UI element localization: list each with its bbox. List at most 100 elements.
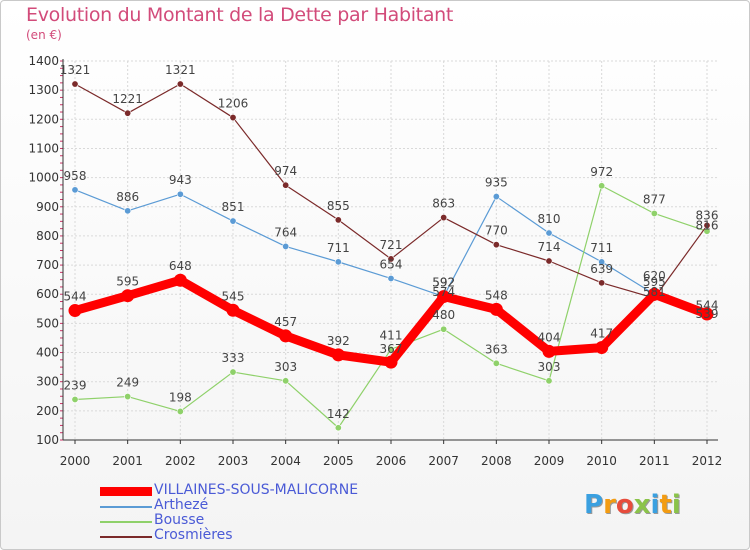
series-point xyxy=(492,241,500,249)
data-label: 851 xyxy=(222,200,245,214)
y-tick-label: 500 xyxy=(36,316,59,330)
data-label: 855 xyxy=(327,199,350,213)
data-label: 1221 xyxy=(112,92,143,106)
data-label: 1321 xyxy=(60,63,91,77)
x-tick-label: 2007 xyxy=(428,454,459,468)
x-tick-label: 2010 xyxy=(586,454,617,468)
data-label: 958 xyxy=(64,169,87,183)
y-tick-label: 700 xyxy=(36,258,59,272)
data-label: 1321 xyxy=(165,63,196,77)
y-tick-label: 200 xyxy=(36,404,59,418)
data-label-overlap: 816 xyxy=(696,218,719,232)
series-point xyxy=(545,257,553,265)
data-label: 303 xyxy=(538,360,561,374)
data-label: 770 xyxy=(485,224,508,238)
series-point xyxy=(331,348,345,362)
data-label: 239 xyxy=(64,378,87,392)
series-point xyxy=(71,186,79,194)
data-label: 714 xyxy=(538,240,561,254)
legend-swatch xyxy=(100,521,152,523)
series-point xyxy=(334,216,342,224)
y-tick-label: 300 xyxy=(36,375,59,389)
data-label: 548 xyxy=(485,288,508,302)
data-label: 711 xyxy=(327,241,350,255)
series-point xyxy=(334,258,342,266)
x-tick-label: 2000 xyxy=(60,454,91,468)
legend-swatch xyxy=(100,487,152,496)
data-label-overlap: 539 xyxy=(696,307,719,321)
data-label: 333 xyxy=(222,351,245,365)
data-label: 480 xyxy=(432,308,455,322)
series-point xyxy=(229,368,237,376)
data-label: 886 xyxy=(116,190,139,204)
data-label: 721 xyxy=(380,238,403,252)
series-point xyxy=(595,341,609,355)
series-point xyxy=(492,359,500,367)
series-point xyxy=(700,307,714,321)
data-label: 648 xyxy=(169,259,192,273)
x-tick-label: 2005 xyxy=(323,454,354,468)
y-tick-label: 1300 xyxy=(28,83,59,97)
series-point xyxy=(387,274,395,282)
series-point xyxy=(598,258,606,266)
legend-swatch xyxy=(100,506,152,508)
series-point xyxy=(647,287,661,301)
series-point xyxy=(121,289,135,303)
data-label: 943 xyxy=(169,173,192,187)
data-label: 457 xyxy=(274,315,297,329)
x-tick-label: 2009 xyxy=(534,454,565,468)
series-point xyxy=(440,214,448,222)
series-point xyxy=(598,182,606,190)
proxiti-logo: Proxiti xyxy=(584,490,681,520)
x-tick-label: 2002 xyxy=(165,454,196,468)
data-label: 142 xyxy=(327,407,350,421)
data-label: 417 xyxy=(590,327,613,341)
data-label-overlap: 620 xyxy=(643,269,666,283)
x-tick-label: 2012 xyxy=(692,454,723,468)
legend-label: Bousse xyxy=(154,512,205,528)
data-label-overlap: 544 xyxy=(696,298,719,312)
data-label: 972 xyxy=(590,165,613,179)
series-point xyxy=(545,377,553,385)
series-point xyxy=(492,193,500,201)
y-tick-label: 900 xyxy=(36,200,59,214)
series-point xyxy=(71,395,79,403)
data-label: 249 xyxy=(116,376,139,390)
data-label-overlap: 367 xyxy=(380,342,403,356)
legend-label: Crosmières xyxy=(154,527,233,543)
y-tick-label: 1000 xyxy=(28,171,59,185)
x-tick-label: 2004 xyxy=(270,454,301,468)
y-tick-label: 1200 xyxy=(28,112,59,126)
chart-subtitle: (en €) xyxy=(26,28,62,42)
line-chart: 100 200 300 400 500 600 700 800 900 1000 1100 1200 1… xyxy=(28,54,723,468)
data-label: 404 xyxy=(538,330,561,344)
data-label: 544 xyxy=(64,290,87,304)
y-tick-label: 600 xyxy=(36,287,59,301)
series-point xyxy=(437,290,451,304)
series-point xyxy=(71,80,79,88)
data-label: 363 xyxy=(485,342,508,356)
series-point xyxy=(334,424,342,432)
series-point xyxy=(545,229,553,237)
data-label-overlap: 574 xyxy=(432,285,455,299)
data-label-overlap: 581 xyxy=(643,285,666,299)
data-label: 198 xyxy=(169,390,192,404)
data-label: 863 xyxy=(432,197,455,211)
series-point xyxy=(703,221,711,229)
data-label-overlap: 595 xyxy=(643,275,666,289)
grid-lines xyxy=(63,60,718,441)
series-point xyxy=(176,80,184,88)
data-label: 1206 xyxy=(218,97,249,111)
series-point xyxy=(282,181,290,189)
data-label: 595 xyxy=(116,275,139,289)
series-point xyxy=(229,114,237,122)
data-label-overlap: 836 xyxy=(696,208,719,222)
series-point xyxy=(542,344,556,358)
data-label: 974 xyxy=(274,164,297,178)
y-tick-label: 100 xyxy=(36,433,59,447)
series-point xyxy=(598,279,606,287)
data-label: 877 xyxy=(643,192,666,206)
data-labels: 958 886 943 851 764 711 654 935 810 711 239 249 198 3… xyxy=(60,63,719,421)
data-label: 392 xyxy=(327,334,350,348)
